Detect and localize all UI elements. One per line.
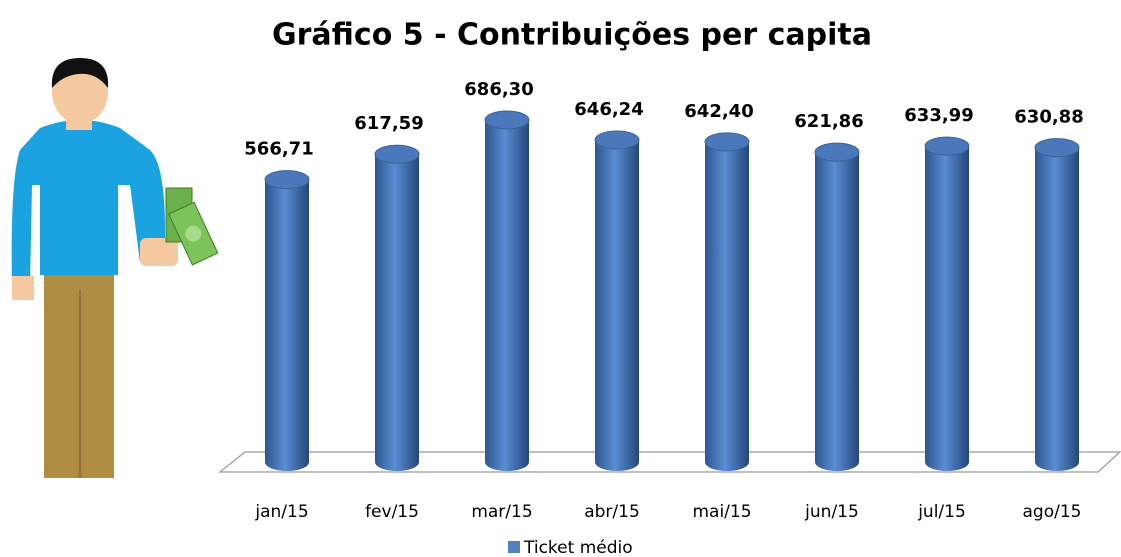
x-tick-label: mar/15 [471, 502, 532, 522]
value-label: 630,88 [1014, 107, 1083, 128]
value-label: 686,30 [464, 79, 533, 100]
bar-top [705, 133, 749, 151]
x-tick-label: jul/15 [917, 502, 966, 522]
bar [705, 142, 749, 471]
bar [485, 120, 529, 471]
bar [595, 140, 639, 471]
bar [925, 146, 969, 471]
x-tick-label: fev/15 [365, 502, 419, 522]
value-label: 646,24 [574, 99, 643, 120]
value-label: 621,86 [794, 111, 863, 132]
bar-top [485, 111, 529, 129]
legend-swatch [508, 541, 520, 553]
value-label: 617,59 [354, 113, 423, 134]
legend-label: Ticket médio [523, 538, 633, 557]
x-tick-label: jan/15 [254, 502, 308, 522]
x-tick-label: jun/15 [804, 502, 859, 522]
bar-top [375, 145, 419, 163]
bar [265, 180, 309, 471]
floor [220, 452, 1120, 472]
bar-top [595, 131, 639, 149]
value-label: 633,99 [904, 105, 973, 126]
x-tick-label: ago/15 [1023, 502, 1082, 522]
value-label: 566,71 [244, 139, 313, 160]
bar-top [925, 137, 969, 155]
x-tick-label: abr/15 [584, 502, 640, 522]
bar [1035, 148, 1079, 471]
x-tick-label: mai/15 [692, 502, 751, 522]
value-label: 642,40 [684, 101, 753, 122]
bar-top [1035, 139, 1079, 157]
bar [375, 154, 419, 471]
bar-top [265, 171, 309, 189]
chart: Gráfico 5 - Contribuições per capita jan… [0, 0, 1121, 557]
person-illustration [12, 58, 218, 478]
bar-top [815, 143, 859, 161]
bar [815, 152, 859, 471]
chart-title: Gráfico 5 - Contribuições per capita [272, 18, 872, 53]
